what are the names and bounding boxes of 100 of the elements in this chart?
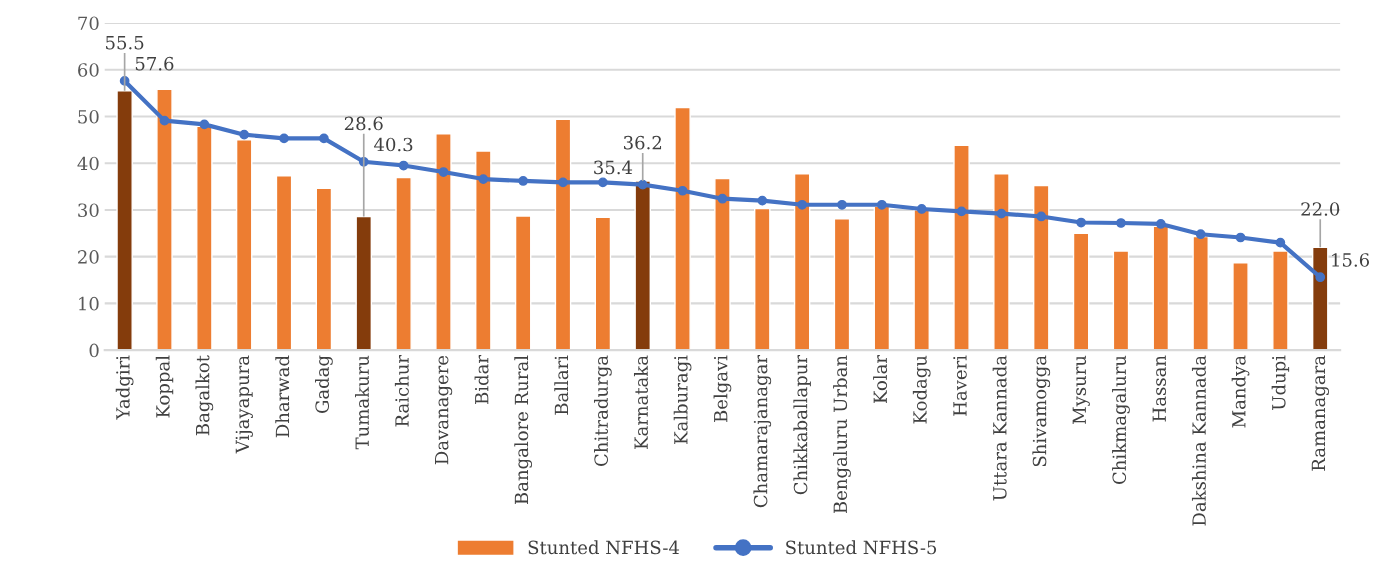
point <box>916 204 927 214</box>
x-tick-label: Tumakuru <box>355 355 369 450</box>
bar <box>395 176 412 351</box>
point <box>876 199 887 210</box>
bar <box>913 209 930 351</box>
data-label: 57.6 <box>135 56 174 71</box>
x-tick-label: Shivamogga <box>1032 355 1051 467</box>
y-tick-label: 20 <box>78 250 99 264</box>
point <box>996 208 1007 219</box>
bar <box>833 218 851 351</box>
bar <box>953 144 970 351</box>
point <box>1315 272 1326 283</box>
x-tick-label: Bengaluru Urban <box>833 355 851 514</box>
point <box>438 167 449 177</box>
x-tick-label: Bagalkot <box>195 355 214 436</box>
x-tick-label: Chikmagaluru <box>1112 355 1130 485</box>
point <box>478 174 489 184</box>
data-label: 28.6 <box>344 116 383 131</box>
data-label: 35.4 <box>594 160 633 175</box>
bar <box>1232 262 1249 351</box>
data-label: 40.3 <box>374 137 413 152</box>
bar <box>475 150 492 351</box>
x-tick-label: Bangalore Rural <box>514 355 533 505</box>
legend-label: Stunted NFHS-4 <box>528 540 680 555</box>
x-tick-label: Chikkaballapur <box>793 355 811 495</box>
bar <box>1032 184 1050 351</box>
bar <box>554 118 572 351</box>
bar <box>1072 232 1090 351</box>
data-label: 55.5 <box>106 36 144 50</box>
point <box>837 199 847 210</box>
x-tick-label: Hassan <box>1152 355 1167 422</box>
point <box>1036 211 1047 222</box>
bar <box>1272 250 1289 351</box>
point <box>598 177 608 188</box>
x-tick-label: Yadgiri <box>115 355 134 420</box>
point <box>1155 219 1166 229</box>
x-tick-label: Chamarajanagar <box>753 355 772 508</box>
legend-label: Stunted NFHS-5 <box>786 540 937 555</box>
y-tick-label: 70 <box>78 16 99 31</box>
x-tick-label: Mysuru <box>1072 355 1090 424</box>
point <box>518 176 529 186</box>
y-tick-label: 40 <box>77 156 99 171</box>
bar <box>1192 235 1209 351</box>
x-tick-label: Haveri <box>953 355 967 416</box>
bar <box>514 215 532 351</box>
x-tick-label: Udupi <box>1271 355 1290 410</box>
x-tick-label: Vijayapura <box>235 355 253 454</box>
x-tick-label: Koppal <box>155 355 174 418</box>
x-tick-label: Mandya <box>1231 355 1250 428</box>
bar <box>674 106 691 351</box>
bar <box>873 205 891 351</box>
bar <box>315 187 333 351</box>
bar <box>754 207 771 351</box>
y-tick-label: 0 <box>89 343 99 358</box>
point <box>637 179 648 190</box>
x-tick-label: Chitradurga <box>594 355 612 466</box>
y-tick-label: 30 <box>78 203 99 218</box>
x-tick-label: Ramanagara <box>1311 355 1329 471</box>
bar <box>235 139 253 351</box>
point <box>558 177 568 188</box>
x-tick-label: Davanagere <box>435 355 453 465</box>
x-tick-label: Karnataka <box>633 355 648 450</box>
y-tick-label: 60 <box>78 63 99 77</box>
data-label: 22.0 <box>1301 202 1340 216</box>
data-label: 15.6 <box>1332 253 1370 267</box>
bar <box>594 216 612 351</box>
point <box>1235 232 1246 243</box>
point <box>239 129 250 140</box>
point <box>1275 237 1286 248</box>
point <box>199 119 210 130</box>
point <box>956 206 967 217</box>
x-tick-label: Kodagu <box>912 355 931 424</box>
point <box>677 185 688 196</box>
bar <box>196 125 213 351</box>
point <box>398 160 409 171</box>
data-label: 36.2 <box>624 135 662 150</box>
x-tick-label: Belgavi <box>713 355 732 423</box>
point <box>1116 218 1126 228</box>
bar <box>355 215 373 351</box>
x-tick-label: Bidar <box>474 355 489 404</box>
bar <box>116 90 133 351</box>
point <box>1076 217 1086 228</box>
bar <box>714 177 731 351</box>
bar <box>1112 250 1130 351</box>
x-tick-label: Uttara Kannada <box>992 355 1007 501</box>
x-tick-label: Ballari <box>554 355 569 415</box>
point <box>797 199 807 210</box>
point <box>1195 229 1206 240</box>
bar <box>634 180 651 351</box>
x-tick-label: Dharwad <box>275 355 290 438</box>
bar <box>156 88 173 351</box>
bar <box>275 175 293 351</box>
point <box>717 193 728 204</box>
bar <box>1311 246 1329 351</box>
point <box>319 133 329 144</box>
y-tick-label: 50 <box>78 109 99 124</box>
x-tick-label: Kolar <box>873 355 888 404</box>
y-tick-label: 10 <box>79 296 99 311</box>
bar <box>1152 225 1170 351</box>
x-tick-label: Gadag <box>315 355 333 414</box>
